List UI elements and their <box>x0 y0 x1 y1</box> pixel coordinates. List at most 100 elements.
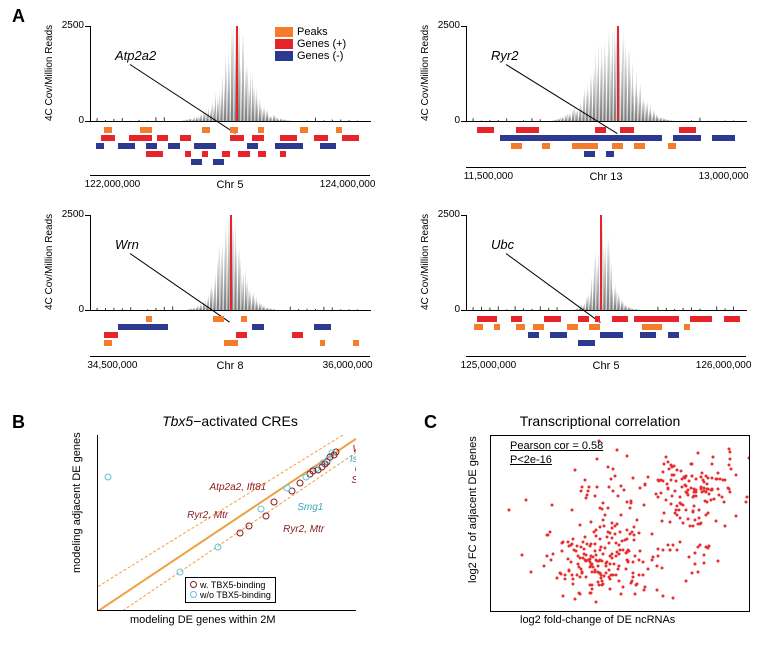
track-segment <box>511 143 522 149</box>
scatter-point <box>619 485 622 488</box>
scatter-point <box>626 549 629 552</box>
scatter-point <box>614 474 617 477</box>
scatter-point <box>685 509 688 512</box>
track-segment <box>477 316 497 322</box>
scatter-point <box>679 470 682 473</box>
scatter-point <box>707 512 710 515</box>
ytick: 2500 <box>34 209 84 220</box>
scatter-point <box>618 579 621 582</box>
point-label: Atp2a2, Ift81 <box>210 482 267 493</box>
scatter-point <box>610 521 613 524</box>
scatter-point <box>611 467 614 470</box>
scatter-point <box>607 507 610 510</box>
scatter-point <box>687 480 690 483</box>
scatter-point <box>692 510 695 513</box>
track-segment <box>474 324 482 330</box>
track-segment <box>642 324 662 330</box>
scatter-point <box>568 569 571 572</box>
scatter-point <box>604 571 607 574</box>
scatter-point <box>690 463 693 466</box>
ylabel: 4C Cov/Million Reads <box>44 215 55 310</box>
track-segment <box>129 135 151 141</box>
scatter-point <box>715 478 718 481</box>
gene-tracks <box>466 316 746 348</box>
scatter-point <box>561 540 564 543</box>
scatter-point <box>507 508 510 511</box>
xtick: 34,500,000 <box>87 360 137 371</box>
scatter-point <box>573 468 576 471</box>
scatter-point <box>617 552 620 555</box>
scatter-point <box>642 573 645 576</box>
scatter-point <box>734 514 737 517</box>
track-segment <box>238 151 249 157</box>
scatter-point <box>728 463 731 466</box>
scatter-point <box>618 565 621 568</box>
scatter-point <box>583 535 586 538</box>
scatter-point <box>549 558 552 561</box>
scatter-point <box>602 502 605 505</box>
legend-b-with: w. TBX5-binding <box>200 580 265 590</box>
scatter-point <box>622 586 625 589</box>
scatter-point <box>657 479 660 482</box>
scatter-point <box>577 592 580 595</box>
chr-label: Chr 8 <box>217 360 244 372</box>
track-segment <box>230 135 244 141</box>
scatter-point <box>666 460 669 463</box>
scatter-b-xlabel: modeling DE genes within 2M <box>130 614 276 626</box>
ytick: 2500 <box>34 20 84 31</box>
scatter-b-ylabel: modeling adjacent DE genes <box>71 463 83 573</box>
scatter-point <box>694 478 697 481</box>
scatter-point <box>602 525 605 528</box>
scatter-point <box>639 549 642 552</box>
point-label: Ryr2, Mtr <box>187 510 228 521</box>
scatter-point <box>584 559 587 562</box>
track-segment <box>673 135 701 141</box>
scatter-c-xlabel: log2 fold-change of DE ncRNAs <box>520 614 675 626</box>
scatter-point <box>705 545 708 548</box>
scatter-point <box>595 601 598 604</box>
scatter-point <box>606 531 609 534</box>
scatter-point <box>245 523 252 530</box>
track-segment <box>258 127 264 133</box>
scatter-point <box>745 496 748 499</box>
coverage-shape <box>467 215 747 310</box>
scatter-point <box>659 492 662 495</box>
x-axis <box>466 356 746 357</box>
point-label: Ryr2, Mtr <box>283 524 324 535</box>
scatter-point <box>697 571 700 574</box>
scatter-point <box>546 534 549 537</box>
track-segment <box>500 135 662 141</box>
scatter-point <box>643 585 646 588</box>
track-segment <box>275 143 303 149</box>
scatter-point <box>590 521 593 524</box>
scatter-point <box>589 592 592 595</box>
xtick: 126,000,000 <box>696 360 752 371</box>
scatter-point <box>655 564 658 567</box>
scatter-point <box>595 553 598 556</box>
ylabel: 4C Cov/Million Reads <box>420 215 431 310</box>
track-segment <box>595 316 601 322</box>
scatter-point <box>630 502 633 505</box>
track-segment <box>230 127 238 133</box>
scatter-point <box>627 560 630 563</box>
scatter-point <box>703 499 706 502</box>
chr-label: Chr 5 <box>593 360 620 372</box>
scatter-point <box>621 548 624 551</box>
scatter-point <box>564 577 567 580</box>
track-segment <box>222 151 230 157</box>
ytick: 0 <box>34 115 84 126</box>
scatter-point <box>692 504 695 507</box>
track-segment <box>572 143 597 149</box>
scatter-point <box>579 556 582 559</box>
scatter-point <box>583 548 586 551</box>
track-ryr2: 4C Cov/Million Reads02500Ryr211,500,0001… <box>410 26 760 206</box>
scatter-point <box>582 541 585 544</box>
scatter-point <box>642 589 645 592</box>
scatter-point <box>701 479 704 482</box>
track-segment <box>668 332 679 338</box>
track-segment <box>542 143 550 149</box>
scatter-point <box>619 593 622 596</box>
ytick: 2500 <box>410 209 460 220</box>
scatter-point <box>699 543 702 546</box>
track-segment <box>180 135 191 141</box>
